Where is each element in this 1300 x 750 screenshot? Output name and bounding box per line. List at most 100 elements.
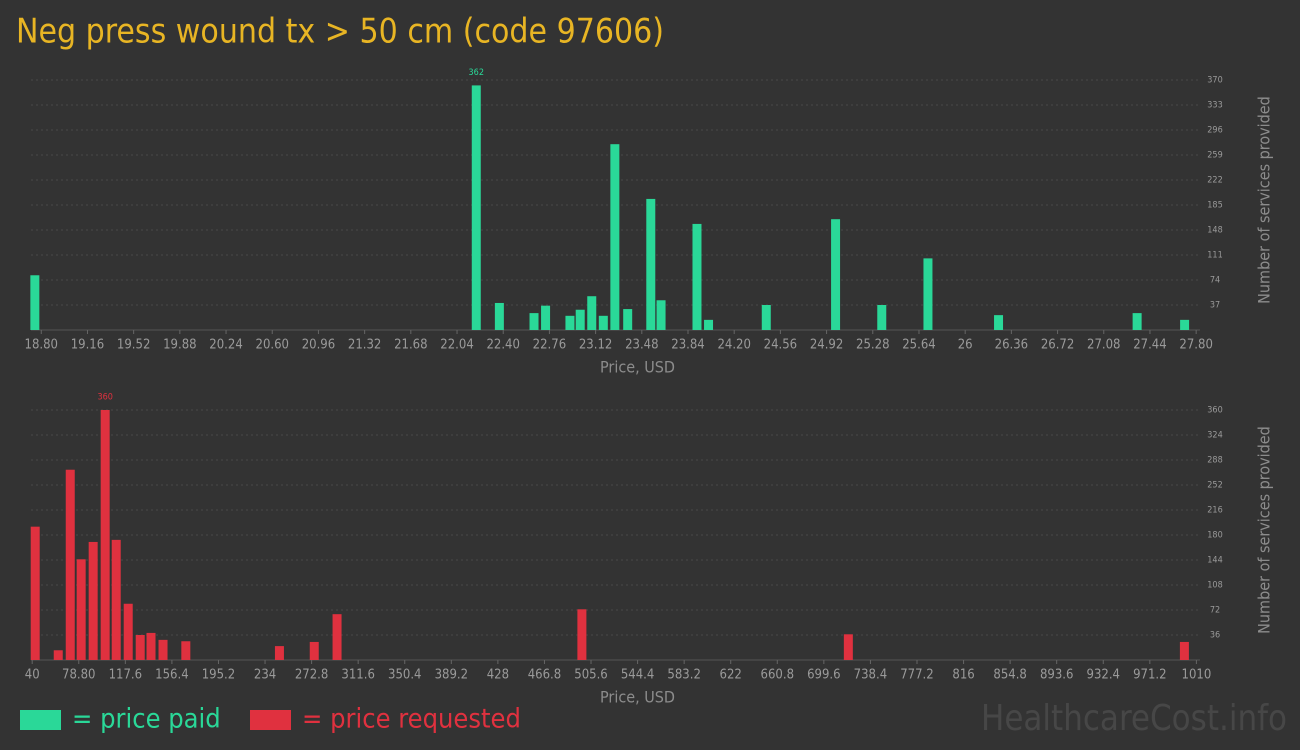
bar — [877, 305, 887, 330]
x-tick-label: 27.80 — [1179, 338, 1212, 353]
x-tick-label: 311.6 — [341, 668, 374, 683]
x-tick-label: 22.04 — [440, 338, 473, 353]
bar — [332, 614, 342, 660]
y-tick-label: 360 — [1207, 406, 1222, 416]
x-tick-label: 738.4 — [854, 668, 887, 683]
bar — [309, 641, 319, 660]
x-tick-label: 40 — [25, 668, 40, 683]
x-tick-label: 27.44 — [1133, 338, 1166, 353]
x-tick-label: 24.92 — [810, 338, 843, 353]
bar — [923, 258, 933, 330]
x-tick-label: 22.76 — [533, 338, 566, 353]
x-tick-label: 389.2 — [435, 668, 468, 683]
bar — [587, 296, 597, 330]
x-tick-label: 21.68 — [394, 338, 427, 353]
bar — [158, 639, 168, 660]
x-tick-label: 505.6 — [574, 668, 607, 683]
x-tick-label: 156.4 — [155, 668, 188, 683]
data-label: 360 — [97, 393, 112, 403]
y-tick-label: 252 — [1207, 481, 1222, 491]
y-axis-label: Number of services provided — [1255, 426, 1274, 634]
bar — [529, 313, 539, 330]
bar — [65, 469, 75, 660]
y-tick-label: 222 — [1207, 176, 1222, 186]
x-axis-label: Price, USD — [600, 358, 675, 377]
bar — [100, 410, 110, 660]
x-tick-label: 272.8 — [295, 668, 328, 683]
x-tick-label: 660.8 — [761, 668, 794, 683]
bar — [1132, 313, 1142, 330]
bar — [831, 219, 841, 330]
x-tick-label: 893.6 — [1040, 668, 1073, 683]
x-tick-label: 350.4 — [388, 668, 421, 683]
x-tick-label: 22.40 — [486, 338, 519, 353]
bar — [843, 634, 853, 660]
y-tick-label: 324 — [1207, 431, 1222, 441]
bar — [761, 305, 771, 330]
y-tick-label: 296 — [1207, 126, 1222, 136]
legend-swatch — [250, 710, 291, 730]
x-tick-label: 26.36 — [995, 338, 1028, 353]
x-tick-label: 19.16 — [71, 338, 104, 353]
bar — [565, 315, 575, 330]
legend-label: = price requested — [302, 704, 521, 735]
x-tick-label: 25.28 — [856, 338, 889, 353]
x-tick-label: 25.64 — [902, 338, 935, 353]
y-tick-label: 370 — [1207, 76, 1222, 86]
y-tick-label: 111 — [1207, 251, 1222, 261]
x-tick-label: 234 — [254, 668, 276, 683]
bar — [111, 539, 121, 660]
bar — [1180, 319, 1190, 330]
bar — [30, 275, 40, 330]
x-tick-label: 932.4 — [1087, 668, 1120, 683]
x-tick-label: 20.24 — [209, 338, 242, 353]
y-tick-label: 36 — [1210, 631, 1220, 641]
x-tick-label: 117.6 — [109, 668, 142, 683]
x-tick-label: 583.2 — [667, 668, 700, 683]
bar — [577, 609, 587, 660]
y-tick-label: 108 — [1207, 581, 1222, 591]
x-tick-label: 24.56 — [764, 338, 797, 353]
x-tick-label: 466.8 — [528, 668, 561, 683]
bar — [541, 305, 551, 330]
chart-title: Neg press wound tx > 50 cm (code 97606) — [16, 12, 664, 52]
bar — [135, 635, 145, 660]
bar — [646, 198, 656, 330]
bar — [494, 302, 504, 330]
y-tick-label: 216 — [1207, 506, 1222, 516]
y-tick-label: 144 — [1207, 556, 1222, 566]
x-axis-label: Price, USD — [600, 688, 675, 707]
y-tick-label: 37 — [1210, 301, 1220, 311]
y-tick-label: 180 — [1207, 531, 1222, 541]
x-tick-label: 777.2 — [900, 668, 933, 683]
x-tick-label: 816 — [952, 668, 974, 683]
x-tick-label: 20.96 — [302, 338, 335, 353]
bar — [274, 646, 284, 660]
bar — [656, 300, 666, 330]
x-tick-label: 622 — [720, 668, 742, 683]
x-tick-label: 27.08 — [1087, 338, 1120, 353]
legend-swatch — [20, 710, 61, 730]
x-tick-label: 24.20 — [717, 338, 750, 353]
bar — [181, 641, 191, 660]
x-tick-label: 428 — [487, 668, 509, 683]
x-tick-label: 26.72 — [1041, 338, 1074, 353]
y-tick-label: 288 — [1207, 456, 1222, 466]
x-tick-label: 21.32 — [348, 338, 381, 353]
watermark: HealthcareCost.info — [981, 698, 1287, 739]
y-tick-label: 74 — [1210, 276, 1220, 286]
y-axis-label: Number of services provided — [1255, 96, 1274, 304]
y-tick-label: 259 — [1207, 151, 1222, 161]
bar — [1179, 641, 1189, 660]
x-tick-label: 19.88 — [163, 338, 196, 353]
bar — [623, 309, 633, 330]
bar — [146, 632, 156, 660]
bar — [575, 309, 585, 330]
x-tick-label: 19.52 — [117, 338, 150, 353]
y-tick-label: 333 — [1207, 101, 1222, 111]
x-tick-label: 544.4 — [621, 668, 654, 683]
bar — [76, 559, 86, 660]
bar — [598, 315, 608, 330]
x-tick-label: 23.84 — [671, 338, 704, 353]
